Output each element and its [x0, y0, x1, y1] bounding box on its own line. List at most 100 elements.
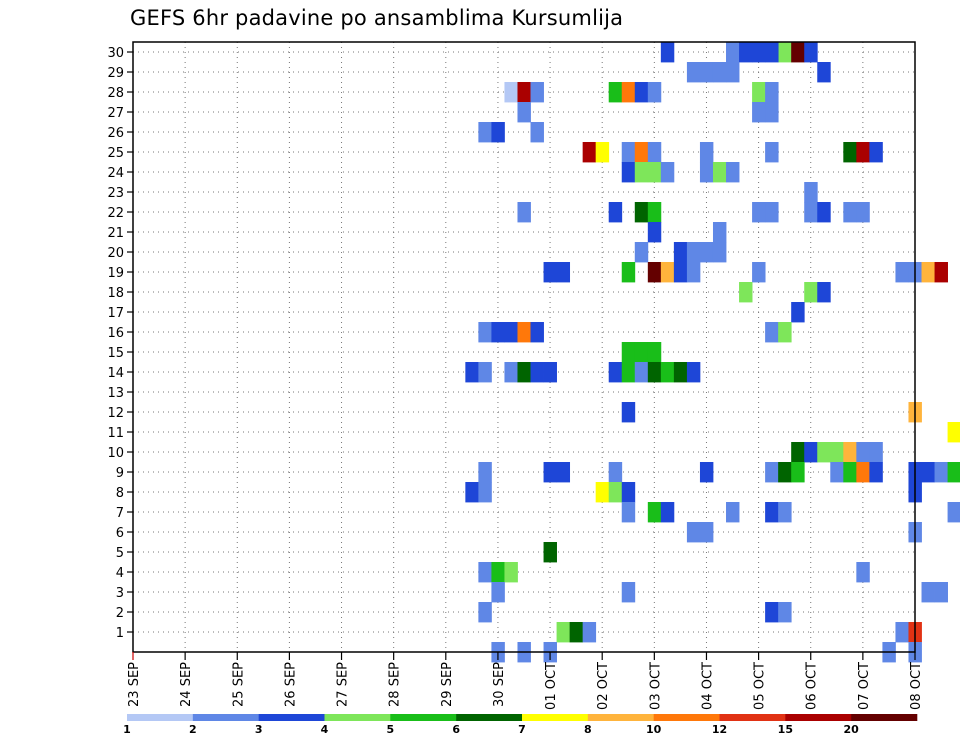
heatmap-cell: [621, 502, 636, 523]
y-tick-label: 30: [107, 46, 124, 61]
heatmap-cell: [752, 42, 766, 63]
heatmap-cell: [634, 82, 649, 103]
heatmap-cell: [856, 142, 870, 163]
x-tick-label: 07 OCT: [857, 662, 872, 710]
heatmap-cell: [608, 482, 623, 503]
colorbar-label: 12: [712, 723, 727, 736]
y-tick-label: 8: [116, 486, 124, 501]
heatmap-cell: [699, 142, 714, 163]
heatmap-cell: [491, 562, 505, 583]
heatmap-cell: [699, 462, 714, 483]
y-tick-label: 15: [107, 346, 124, 361]
y-tick-label: 26: [107, 126, 124, 141]
heatmap-cell: [921, 462, 935, 483]
heatmap-cell: [765, 102, 779, 123]
colorbar-swatch: [324, 714, 391, 721]
heatmap-cell: [817, 202, 831, 223]
heatmap-cell: [556, 262, 571, 283]
heatmap-cell: [804, 42, 818, 63]
y-tick-label: 6: [116, 526, 124, 541]
heatmap-cell: [686, 262, 701, 283]
heatmap-cell: [791, 42, 805, 63]
y-tick-label: 3: [116, 586, 124, 601]
heatmap-cell: [726, 502, 740, 523]
heatmap-cell: [517, 82, 531, 103]
heatmap-cell: [778, 42, 792, 63]
heatmap-cell: [647, 342, 662, 363]
heatmap-cell: [621, 162, 636, 183]
x-tick-label: 04 OCT: [700, 662, 715, 710]
heatmap-cell: [621, 482, 636, 503]
y-tick-label: 10: [107, 446, 124, 461]
heatmap-cell: [778, 502, 792, 523]
heatmap-cell: [608, 462, 623, 483]
heatmap-cell: [856, 442, 870, 463]
heatmap-cell: [517, 202, 531, 223]
heatmap-cell: [856, 462, 870, 483]
heatmap-cell: [686, 242, 701, 263]
y-tick-label: 19: [107, 266, 124, 281]
heatmap-cell: [869, 142, 883, 163]
heatmap-cell: [647, 502, 662, 523]
heatmap-cell: [530, 82, 544, 103]
heatmap-cell: [504, 82, 518, 103]
heatmap-cell: [660, 42, 675, 63]
heatmap-cell: [921, 262, 935, 283]
heatmap-cell: [621, 262, 636, 283]
heatmap-cell: [856, 202, 870, 223]
heatmap-cell: [621, 402, 636, 423]
colorbar-label: 4: [321, 723, 329, 736]
heatmap-cell: [621, 82, 636, 103]
heatmap-cell: [830, 462, 844, 483]
heatmap-cell: [465, 362, 479, 383]
heatmap-cell: [726, 162, 740, 183]
x-tick-label: 23 SEP: [127, 662, 142, 707]
colorbar-label: 3: [255, 723, 263, 736]
heatmap-cell: [843, 442, 857, 463]
colorbar-label: 1: [123, 723, 131, 736]
heatmap-cell: [647, 202, 662, 223]
heatmap-cell: [765, 42, 779, 63]
heatmap-cell: [947, 502, 960, 523]
y-tick-label: 23: [107, 186, 124, 201]
heatmap-cell: [947, 422, 960, 443]
heatmap-cell: [660, 262, 675, 283]
colorbar-swatch: [192, 714, 259, 721]
heatmap-cell: [699, 62, 714, 83]
heatmap-cell: [647, 222, 662, 243]
heatmap-cell: [634, 162, 649, 183]
heatmap-cell: [517, 102, 531, 123]
heatmap-cell: [752, 102, 766, 123]
y-tick-label: 2: [116, 606, 124, 621]
y-tick-label: 14: [107, 366, 124, 381]
heatmap-cell: [621, 142, 636, 163]
heatmap-cell: [634, 342, 649, 363]
heatmap-cell: [491, 122, 505, 143]
heatmap-cell: [778, 462, 792, 483]
heatmap-cell: [543, 362, 557, 383]
heatmap-cell: [543, 542, 557, 563]
heatmap-cell: [608, 362, 623, 383]
heatmap-cell: [595, 142, 610, 163]
heatmap-cell: [843, 202, 857, 223]
heatmap-cell: [543, 462, 557, 483]
heatmap-cell: [752, 202, 766, 223]
heatmap-cell: [843, 142, 857, 163]
heatmap-cell: [699, 242, 714, 263]
heatmap-cell: [712, 162, 727, 183]
heatmap-cell: [791, 442, 805, 463]
heatmap-cell: [504, 362, 518, 383]
heatmap-cell: [647, 162, 662, 183]
y-tick-label: 13: [107, 386, 124, 401]
heatmap-cell: [752, 262, 766, 283]
y-tick-label: 9: [116, 466, 124, 481]
colorbar-label: 5: [387, 723, 395, 736]
colorbar-label: 10: [646, 723, 662, 736]
heatmap-cell: [869, 462, 883, 483]
x-tick-label: 03 OCT: [648, 662, 663, 710]
y-tick-label: 4: [116, 566, 124, 581]
heatmap-cell: [478, 122, 492, 143]
heatmap-cell: [595, 482, 610, 503]
heatmap-cell: [765, 82, 779, 103]
heatmap-cell: [765, 142, 779, 163]
